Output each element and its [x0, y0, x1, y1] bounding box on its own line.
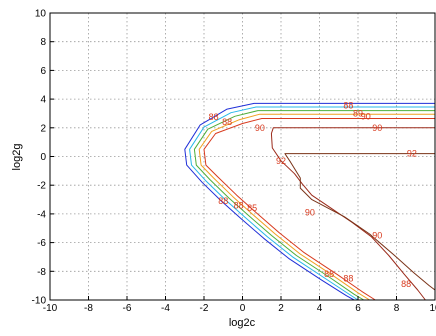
contour-label: 88 [222, 117, 232, 127]
y-tick-label: -2 [37, 181, 46, 192]
x-tick-label: -4 [161, 303, 170, 314]
x-tick-label: 10 [429, 303, 436, 314]
y-tick-label: -6 [37, 238, 46, 249]
x-tick-label: 2 [278, 303, 284, 314]
contour-line-5 [203, 118, 435, 301]
y-tick-label: 6 [40, 66, 46, 77]
x-tick-label: -10 [43, 303, 58, 314]
y-tick-label: -4 [37, 209, 46, 220]
contour-label: 90 [372, 230, 382, 240]
contour-lines [184, 102, 436, 301]
contour-label: 88 [209, 112, 219, 122]
contour-line-2 [189, 106, 435, 301]
contour-label: 90 [361, 111, 371, 121]
contour-label: 88 [401, 279, 411, 289]
contour-label: 88 [218, 196, 228, 206]
contour-line-7 [284, 153, 436, 291]
contour-label: 88 [324, 269, 334, 279]
contour-label: 88 [343, 273, 353, 283]
x-axis: -10 -8 -6 -4 -2 0 2 4 6 8 10 [43, 296, 436, 314]
y-tick-label: 4 [40, 95, 46, 106]
y-tick-label: -10 [32, 296, 47, 307]
y-axis-title: log2g [11, 144, 23, 171]
y-tick-label: 8 [40, 37, 46, 48]
contour-line-4 [198, 113, 435, 301]
y-axis: -10 -8 -6 -4 -2 0 2 4 6 8 10 [32, 9, 54, 307]
contour-label: 88 [343, 101, 353, 111]
contour-label: 90 [372, 123, 382, 133]
x-tick-label: -6 [123, 303, 132, 314]
x-axis-title: log2c [229, 317, 256, 329]
y-tick-label: 0 [40, 152, 46, 163]
x-tick-label: 4 [317, 303, 323, 314]
contour-label: 85 [247, 203, 257, 213]
contour-label: 88 [234, 200, 244, 210]
y-tick-label: 2 [40, 123, 46, 134]
y-tick-label: 10 [35, 9, 47, 20]
x-tick-label: 0 [240, 303, 246, 314]
x-tick-label: 6 [355, 303, 361, 314]
x-tick-label: 8 [394, 303, 400, 314]
contour-label: 92 [276, 156, 286, 166]
contour-label: 92 [407, 149, 417, 159]
contour-label: 90 [305, 207, 315, 217]
grid [50, 13, 435, 300]
x-tick-label: -2 [200, 303, 209, 314]
y-tick-label: -8 [37, 267, 46, 278]
contour-label: 89 [353, 108, 363, 118]
contour-line-1 [184, 102, 435, 301]
contour-line-3 [193, 110, 435, 301]
contour-label: 90 [255, 123, 265, 133]
x-tick-label: -8 [84, 303, 93, 314]
contour-line-6 [270, 127, 435, 301]
